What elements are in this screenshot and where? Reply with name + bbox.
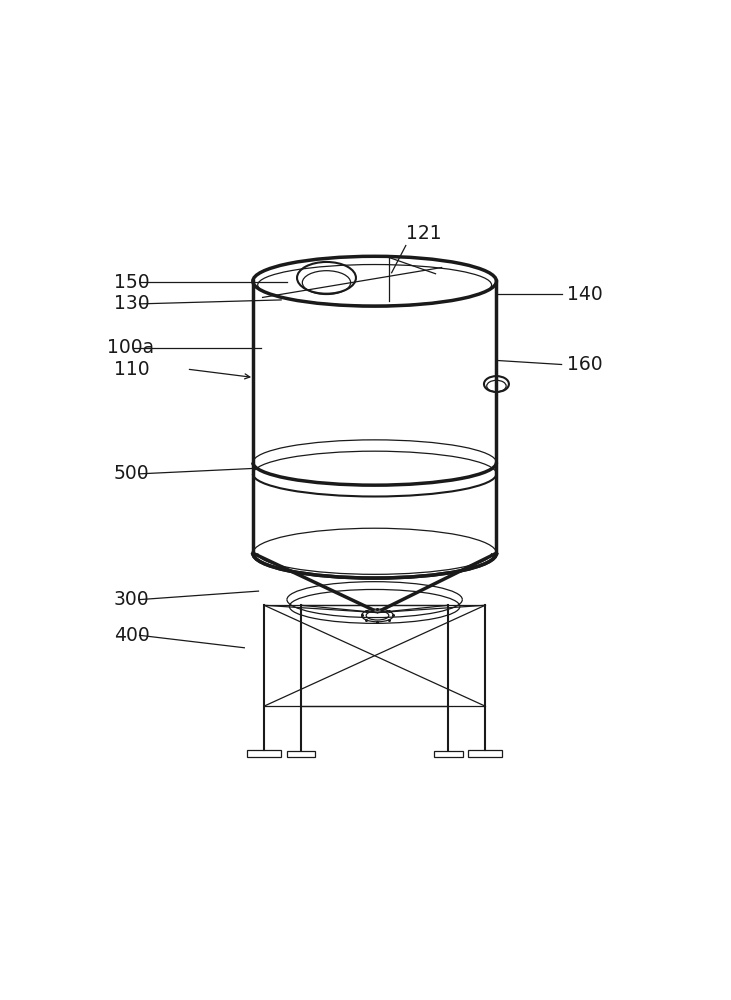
Text: 140: 140 [567, 285, 603, 304]
Bar [468, 750, 502, 757]
Bar [247, 750, 281, 757]
Bar [433, 751, 463, 757]
Text: 300: 300 [114, 590, 150, 609]
Text: 121: 121 [406, 224, 442, 243]
Text: 150: 150 [114, 273, 150, 292]
Text: 110: 110 [114, 360, 150, 379]
Text: 400: 400 [114, 626, 150, 645]
Text: 100a: 100a [107, 338, 154, 357]
Text: 500: 500 [114, 464, 150, 483]
Bar [287, 751, 316, 757]
Text: 160: 160 [567, 355, 603, 374]
Text: 130: 130 [114, 294, 150, 313]
